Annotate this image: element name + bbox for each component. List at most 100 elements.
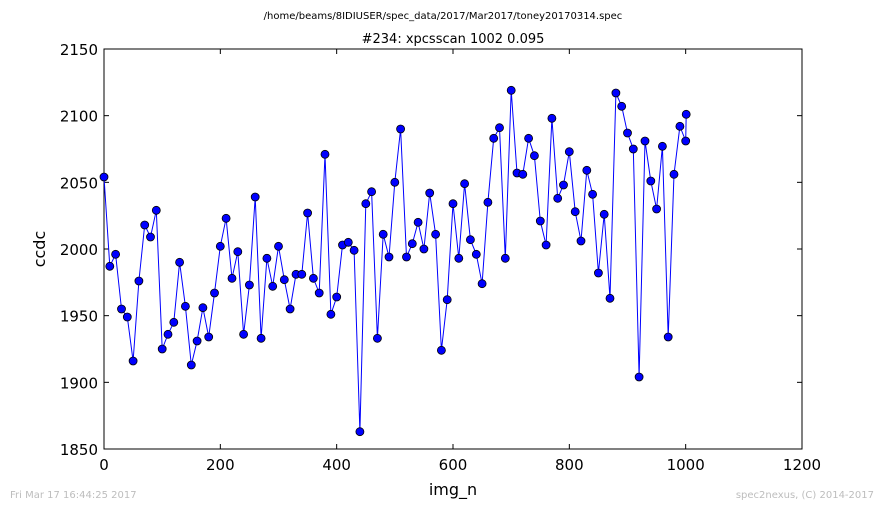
data-point [285,304,295,314]
data-point [239,329,249,339]
data-point [460,179,470,189]
data-point [250,192,260,202]
data-point [163,329,173,339]
data-point [547,113,557,123]
data-point [180,301,190,311]
data-point [396,124,406,134]
data-point [582,165,592,175]
data-point [553,193,563,203]
footer-credit: spec2nexus, (C) 2014-2017 [736,490,874,501]
data-point [611,88,621,98]
data-point [634,372,644,382]
data-point [442,295,452,305]
data-point [605,293,615,303]
data-point [105,261,115,271]
data-point [599,209,609,219]
data-point [535,216,545,226]
data-point [215,241,225,251]
data-point [198,303,208,313]
data-point [268,281,278,291]
data-point [669,169,679,179]
data-point [663,332,673,342]
data-point [489,133,499,143]
data-point [594,268,603,278]
y-tick-label: 2150 [60,41,98,59]
data-point [361,199,371,209]
data-point [99,172,109,182]
data-point [297,269,307,279]
y-tick-label: 1850 [60,441,98,459]
data-point [658,141,667,151]
data-point [256,333,266,343]
data-point [326,309,336,319]
data-point [192,336,202,346]
data-point [646,176,656,186]
data-point [623,128,632,138]
data-point [495,123,504,133]
data-point [122,312,132,322]
data-point [390,177,400,187]
data-point [384,252,394,262]
data-point [413,217,423,227]
data-point [157,344,167,354]
data-point [628,144,638,154]
data-point [471,249,481,259]
data-point [570,207,580,217]
chart-title: #234: xpcsscan 1002 0.095 [362,32,545,47]
data-point [175,257,185,267]
data-point [541,240,551,250]
data-point [151,205,161,215]
data-point [675,121,685,131]
data-point [111,249,120,259]
data-point [681,109,691,119]
y-tick-label: 1900 [60,374,98,392]
data-point [402,252,411,262]
plot-frame [103,48,803,450]
data-point [117,304,126,314]
series-layer [99,85,691,437]
x-tick-label: 1000 [667,456,705,474]
data-point [506,85,516,95]
data-point [559,180,568,190]
y-tick-label: 2100 [60,108,98,126]
data-point [681,136,691,146]
data-point [204,332,214,342]
data-point [320,149,330,159]
data-point [140,220,150,230]
plot-area [103,48,803,450]
x-tick-label: 0 [99,456,109,474]
data-point [419,244,429,254]
x-tick-label: 800 [555,456,584,474]
data-point [128,356,138,366]
data-point [617,101,627,111]
data-point [303,208,313,218]
data-point [169,317,179,327]
data-point [367,187,377,197]
y-tick-label: 2000 [60,241,98,259]
data-point [210,288,219,298]
x-tick-label: 200 [206,456,235,474]
x-tick-label: 600 [439,456,468,474]
data-point [244,280,254,290]
data-point [233,247,243,257]
data-point [518,169,528,179]
x-tick-label: 1200 [783,456,821,474]
data-point [349,245,359,255]
data-point [576,236,586,246]
x-tick-label: 400 [322,456,351,474]
ticks [103,48,803,450]
data-point [262,253,272,263]
footer-timestamp: Fri Mar 17 16:44:25 2017 [10,490,137,501]
data-point [407,239,417,249]
data-point [477,279,487,289]
data-point [564,147,574,157]
data-point [465,235,475,245]
data-point [652,204,661,214]
data-point [355,427,365,437]
data-point [227,273,237,283]
file-path: /home/beams/8IDIUSER/spec_data/2017/Mar2… [264,11,623,22]
tick-labels: 0 200 400 600 800 1000 1200 1850 1900 1950 2000 205… [60,41,821,474]
data-point [500,253,510,263]
y-tick-label: 2050 [60,174,98,192]
